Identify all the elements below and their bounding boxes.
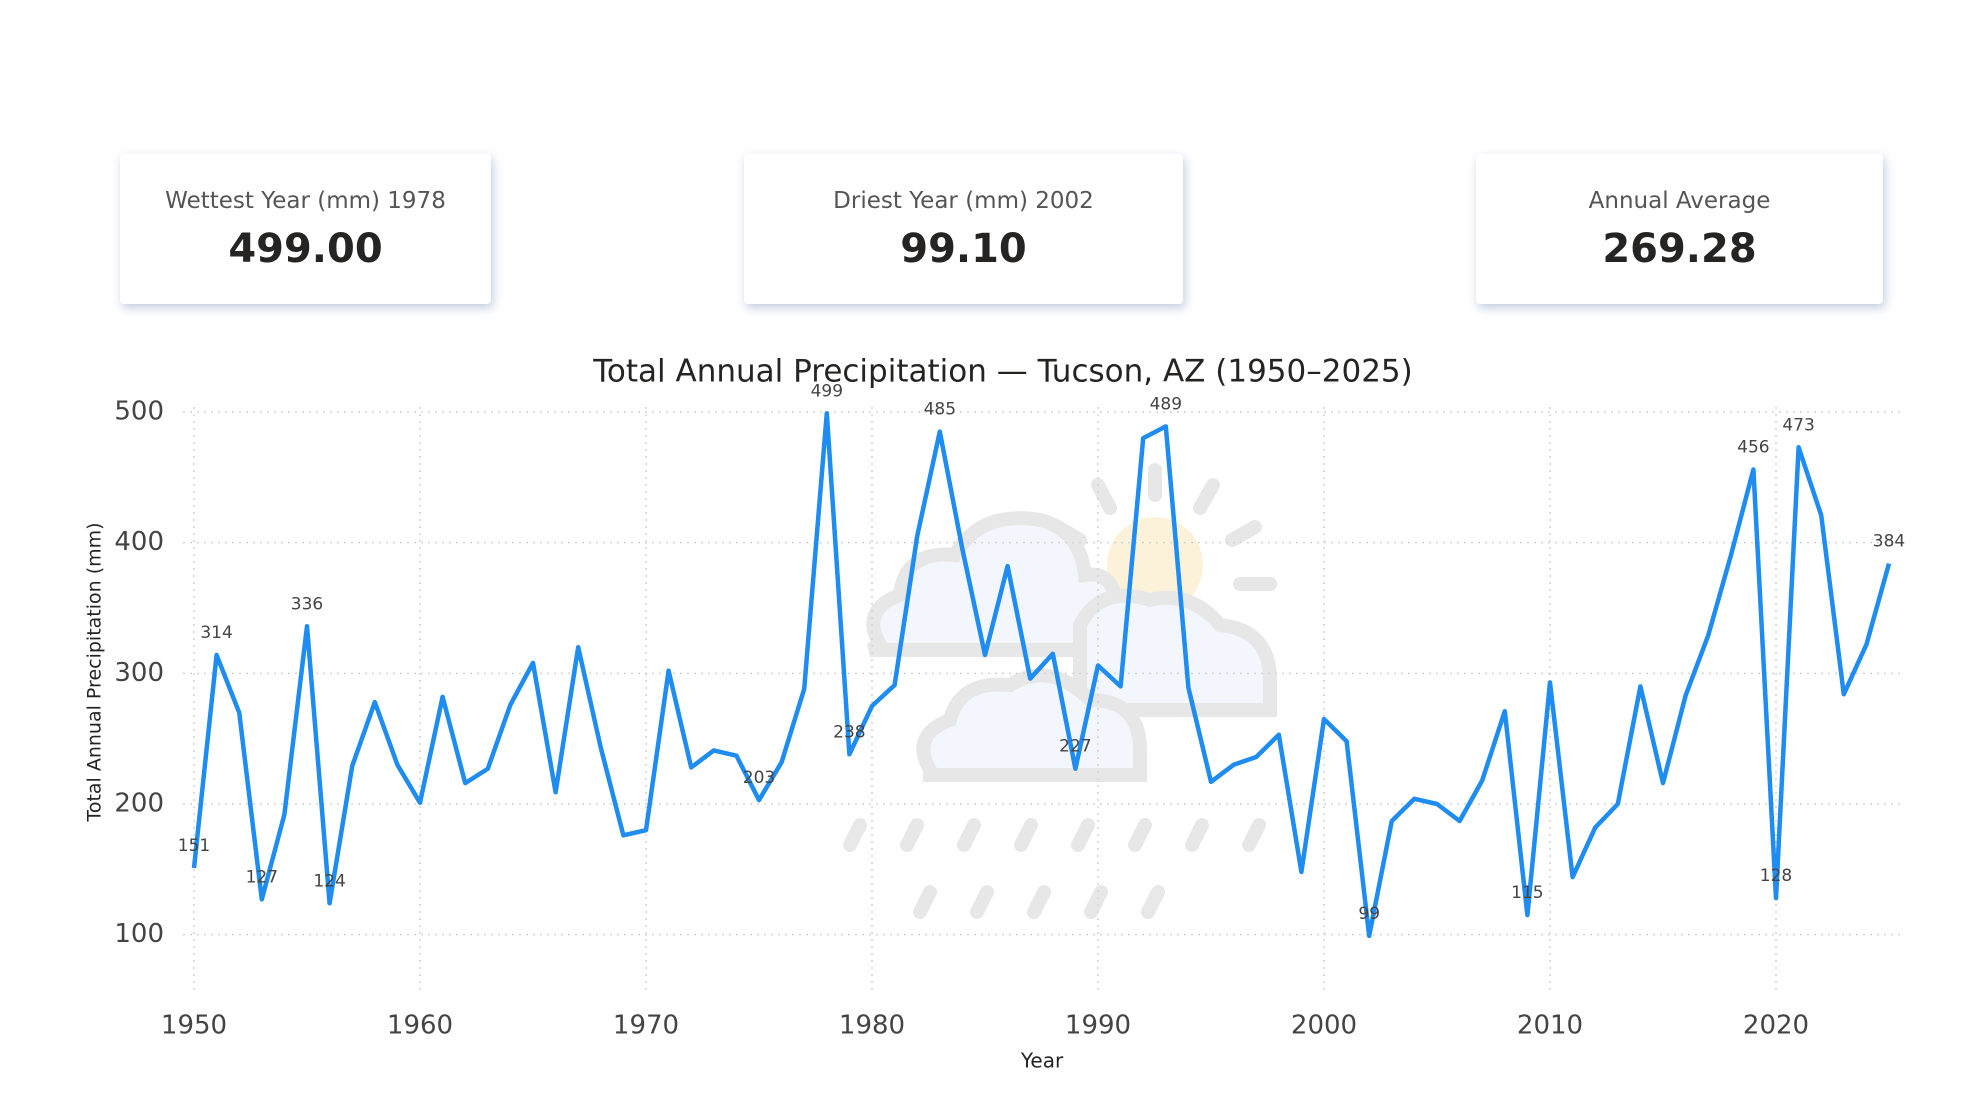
x-tick-label: 1950 xyxy=(161,1011,227,1041)
y-tick-label: 300 xyxy=(114,658,164,688)
kpi-label: Driest Year (mm) 2002 xyxy=(833,188,1094,214)
x-tick-label: 1970 xyxy=(613,1011,679,1041)
data-label: 128 xyxy=(1760,866,1792,886)
kpi-card: Wettest Year (mm) 1978 499.00 xyxy=(120,154,491,304)
weather-watermark xyxy=(843,463,1277,919)
x-tick-label: 2010 xyxy=(1517,1011,1583,1041)
data-label: 115 xyxy=(1511,883,1543,903)
kpi-card: Annual Average 269.28 xyxy=(1476,154,1883,304)
data-label: 238 xyxy=(833,722,865,742)
x-tick-label: 2000 xyxy=(1291,1011,1357,1041)
kpi-label: Wettest Year (mm) 1978 xyxy=(165,188,446,214)
kpi-card: Driest Year (mm) 2002 99.10 xyxy=(744,154,1183,304)
x-tick-label: 2020 xyxy=(1743,1011,1809,1041)
y-axis-label: Total Annual Precipitation (mm) xyxy=(84,522,106,822)
x-tick-label: 1990 xyxy=(1065,1011,1131,1041)
data-label: 489 xyxy=(1150,394,1182,414)
y-tick-label: 400 xyxy=(114,527,164,557)
data-label: 485 xyxy=(924,400,956,420)
data-label: 314 xyxy=(200,623,232,643)
data-label: 384 xyxy=(1873,532,1905,552)
data-label: 151 xyxy=(178,836,210,856)
data-label: 336 xyxy=(291,594,323,614)
kpi-value: 499.00 xyxy=(228,226,383,272)
x-tick-label: 1960 xyxy=(387,1011,453,1041)
y-tick-label: 100 xyxy=(114,919,164,949)
kpi-label: Annual Average xyxy=(1588,188,1771,214)
data-label: 473 xyxy=(1782,415,1814,435)
kpi-value: 99.10 xyxy=(900,226,1027,272)
chart-title: Total Annual Precipitation — Tucson, AZ … xyxy=(592,354,1413,390)
data-label: 124 xyxy=(313,871,345,891)
data-label: 203 xyxy=(743,768,775,788)
x-axis-label: Year xyxy=(1020,1049,1064,1073)
x-tick-label: 1980 xyxy=(839,1011,905,1041)
data-label: 227 xyxy=(1059,737,1091,757)
data-label: 456 xyxy=(1737,437,1769,457)
kpi-value: 269.28 xyxy=(1602,226,1757,272)
data-label: 127 xyxy=(246,867,278,887)
data-line xyxy=(191,411,1892,939)
y-tick-label: 500 xyxy=(114,397,164,427)
data-label: 99 xyxy=(1358,904,1380,924)
data-label: 499 xyxy=(811,381,843,401)
y-tick-label: 200 xyxy=(114,789,164,819)
